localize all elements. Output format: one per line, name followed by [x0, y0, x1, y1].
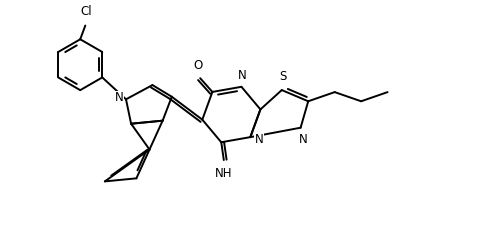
Text: N: N — [254, 133, 263, 146]
Text: S: S — [279, 71, 286, 84]
Text: NH: NH — [215, 167, 233, 180]
Text: N: N — [115, 91, 123, 104]
Text: O: O — [193, 59, 203, 72]
Text: Cl: Cl — [81, 5, 92, 18]
Text: N: N — [299, 133, 308, 146]
Text: N: N — [238, 69, 247, 82]
